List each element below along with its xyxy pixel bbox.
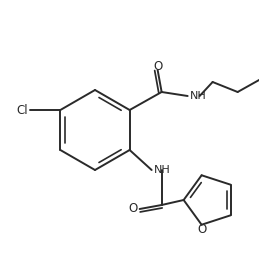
Text: O: O	[153, 60, 162, 73]
Text: O: O	[197, 223, 206, 236]
Text: NH: NH	[154, 165, 170, 175]
Text: O: O	[128, 203, 138, 216]
Text: NH: NH	[190, 91, 206, 101]
Text: Cl: Cl	[17, 104, 28, 116]
